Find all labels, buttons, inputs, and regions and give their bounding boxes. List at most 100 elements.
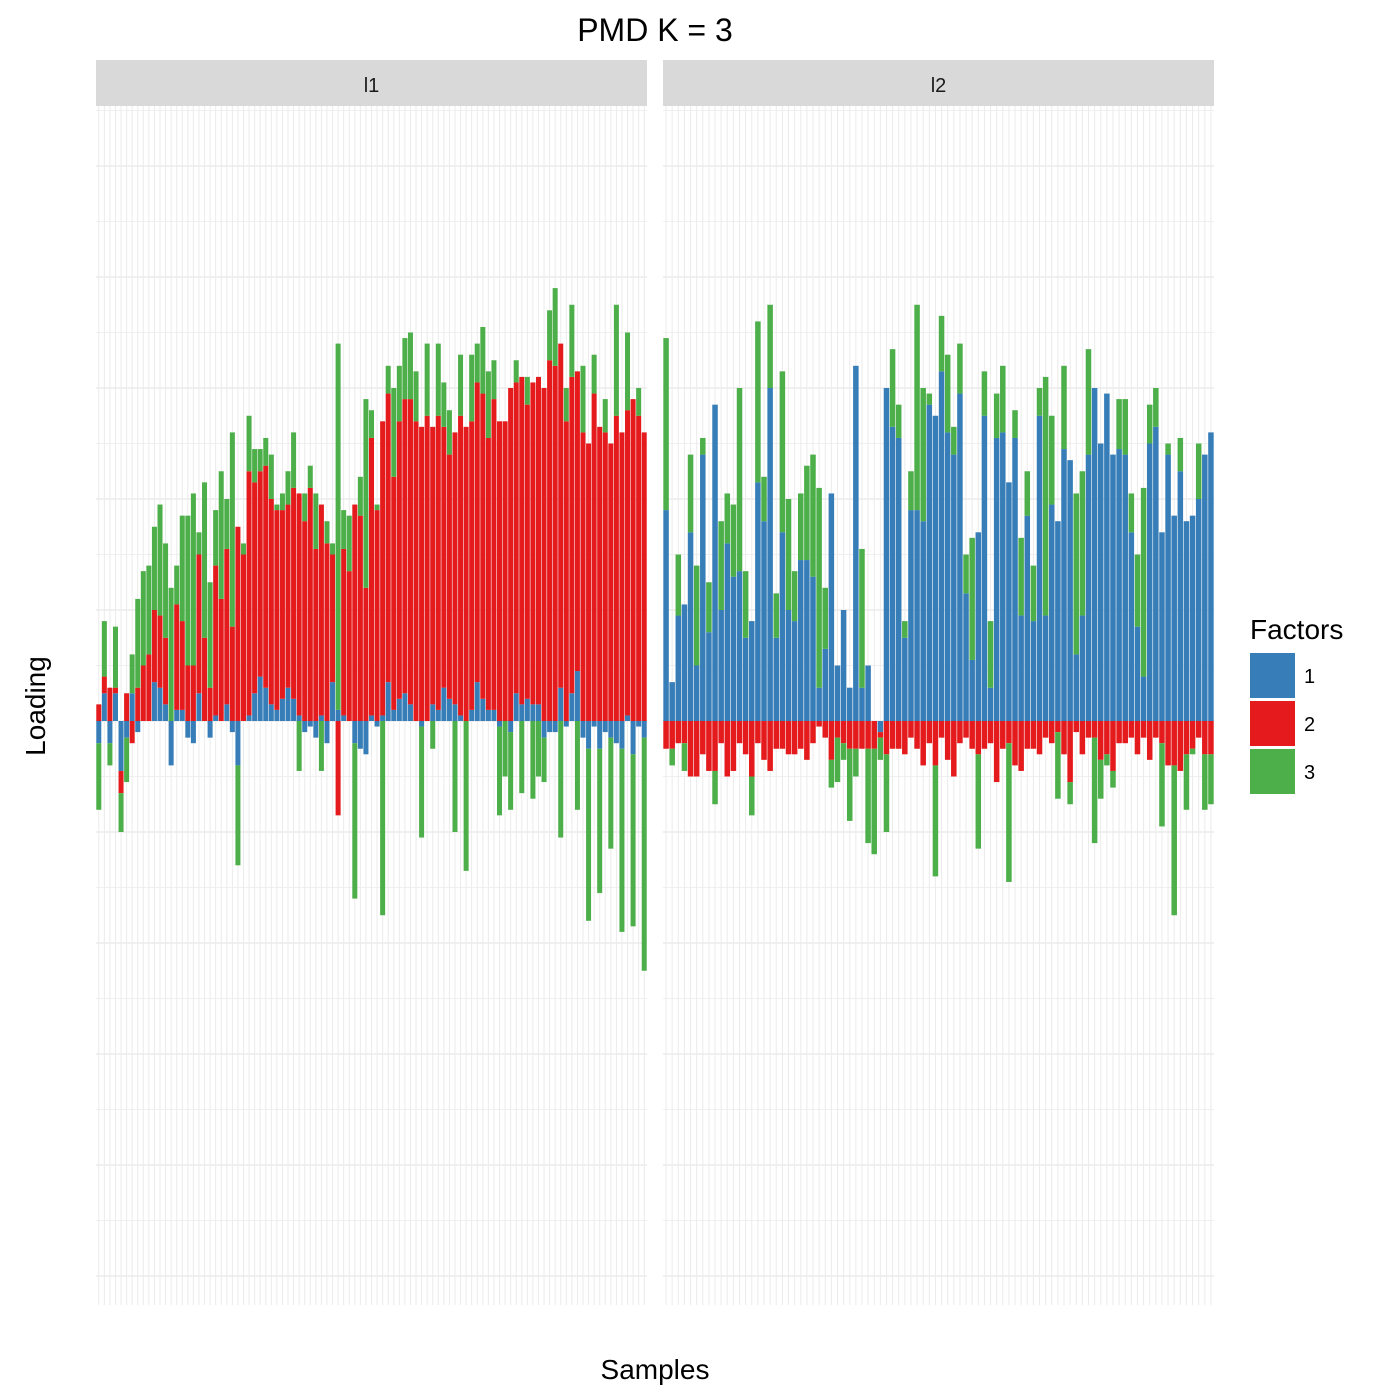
bar-l2-sample-25-factor-1 — [810, 576, 816, 721]
bar-l1-sample-88-factor-2 — [580, 432, 586, 721]
bar-l2-sample-30-factor-3 — [840, 743, 847, 760]
bar-l1-sample-95-factor-2 — [619, 432, 625, 721]
bar-l2-sample-78-factor-2 — [1134, 721, 1141, 755]
bar-l1-sample-26-factor-2 — [235, 526, 241, 721]
bar-l2-sample-29-factor-1 — [834, 665, 841, 721]
bar-l1-sample-89-factor-1 — [586, 721, 592, 749]
bar-l2-sample-79-factor-1 — [1140, 676, 1147, 721]
bar-l2-sample-59-factor-3 — [1018, 537, 1024, 616]
bar-l2-sample-24-factor-2 — [804, 721, 810, 760]
bar-l1-sample-42-factor-1 — [324, 721, 330, 744]
bar-l1-sample-82-factor-3 — [547, 310, 553, 361]
bar-l2-sample-37-factor-1 — [883, 388, 890, 721]
bar-l1-sample-76-factor-1 — [513, 693, 519, 721]
bar-l2-sample-89-factor-2 — [1202, 721, 1208, 755]
bar-l1-sample-39-factor-1 — [307, 721, 313, 727]
bar-l2-sample-88-factor-1 — [1195, 499, 1202, 721]
bar-l1-sample-73-factor-1 — [497, 721, 503, 727]
bar-l1-sample-29-factor-2 — [252, 482, 258, 694]
bar-l2-sample-85-factor-3 — [1177, 437, 1184, 472]
bar-l1-sample-28-factor-3 — [246, 415, 252, 472]
bar-l2-sample-10-factor-2 — [718, 721, 724, 744]
bar-l1-sample-24-factor-1 — [224, 704, 230, 721]
bar-l2-sample-7-factor-2 — [700, 721, 706, 755]
bar-l1-sample-38-factor-1 — [302, 721, 308, 733]
bar-l1-sample-21-factor-3 — [207, 582, 213, 688]
bar-l2-sample-60-factor-2 — [1024, 721, 1031, 749]
bar-l1-sample-52-factor-1 — [380, 715, 386, 721]
x-axis-title: Samples — [601, 1354, 710, 1385]
bar-l2-sample-28-factor-3 — [828, 759, 835, 788]
bar-l2-sample-81-factor-3 — [1153, 388, 1159, 427]
bar-l1-sample-57-factor-1 — [407, 704, 413, 721]
bar-l1-sample-42-factor-3 — [324, 521, 330, 544]
panel-l1: l1 — [96, 60, 647, 1305]
bar-l1-sample-28-factor-2 — [246, 471, 252, 716]
bar-l2-sample-64-factor-1 — [1049, 504, 1055, 721]
bar-l2-sample-43-factor-3 — [920, 388, 926, 522]
bar-l1-sample-8-factor-2 — [135, 687, 141, 721]
bar-l1-sample-31-factor-2 — [263, 465, 269, 688]
bar-l2-sample-63-factor-1 — [1042, 615, 1049, 721]
bar-l2-sample-12-factor-2 — [730, 721, 737, 771]
bar-l1-sample-45-factor-2 — [341, 548, 347, 716]
bar-l2-sample-67-factor-3 — [1067, 782, 1073, 805]
bar-l1-sample-69-factor-2 — [474, 382, 480, 683]
bar-l1-sample-1-factor-3 — [96, 743, 102, 810]
bar-l2-sample-88-factor-3 — [1195, 443, 1202, 499]
bar-l2-sample-73-factor-3 — [1104, 754, 1110, 766]
bar-l1-sample-59-factor-1 — [419, 721, 425, 727]
bar-l2-sample-40-factor-2 — [902, 721, 908, 755]
bar-l1-sample-70-factor-1 — [480, 698, 486, 721]
bar-l2-sample-70-factor-1 — [1085, 454, 1092, 721]
bar-l2-sample-13-factor-1 — [736, 571, 743, 721]
bar-l1-sample-98-factor-3 — [636, 388, 642, 416]
bar-l2-sample-8-factor-2 — [706, 721, 712, 771]
bar-l1-sample-64-factor-1 — [446, 698, 452, 721]
bar-l2-sample-17-factor-3 — [761, 476, 767, 522]
bar-l2-sample-11-factor-3 — [724, 493, 731, 544]
bar-l2-sample-31-factor-3 — [846, 748, 853, 821]
bar-l1-sample-79-factor-1 — [530, 704, 536, 721]
bar-l2-sample-36-factor-2 — [877, 732, 884, 738]
bar-l2-sample-39-factor-3 — [895, 404, 902, 438]
bar-l1-sample-13-factor-1 — [163, 704, 169, 721]
bar-l1-sample-20-factor-3 — [202, 482, 208, 638]
bar-l2-sample-82-factor-3 — [1159, 743, 1165, 827]
bar-l1-sample-23-factor-2 — [218, 598, 224, 721]
bar-l1-sample-23-factor-3 — [218, 471, 224, 599]
bar-l1-sample-31-factor-3 — [263, 437, 269, 466]
bar-l1-sample-36-factor-2 — [291, 487, 297, 699]
bar-l1-sample-47-factor-2 — [352, 504, 358, 721]
bar-l1-sample-80-factor-1 — [535, 704, 541, 721]
bar-l1-sample-55-factor-1 — [396, 698, 402, 721]
bar-l2-sample-43-factor-1 — [920, 521, 926, 721]
legend-key-1 — [1250, 653, 1295, 698]
bar-l2-sample-21-factor-1 — [785, 610, 792, 721]
bar-l2-sample-41-factor-2 — [908, 721, 914, 738]
bar-l1-sample-51-factor-2 — [374, 510, 380, 721]
bar-l2-sample-70-factor-2 — [1085, 721, 1092, 738]
bar-l2-sample-27-factor-1 — [822, 648, 828, 721]
bar-l2-sample-69-factor-3 — [1079, 471, 1086, 616]
bar-l1-sample-41-factor-2 — [318, 504, 324, 716]
bar-l1-sample-18-factor-2 — [190, 665, 196, 721]
bar-l2-sample-37-factor-2 — [883, 721, 890, 755]
bar-l2-sample-11-factor-2 — [724, 721, 731, 777]
bar-l2-sample-20-factor-3 — [779, 371, 786, 533]
bar-l1-sample-24-factor-3 — [224, 499, 230, 549]
bar-l1-sample-61-factor-2 — [430, 426, 436, 705]
bar-l2-sample-77-factor-1 — [1128, 532, 1135, 721]
bar-l2-sample-58-factor-2 — [1012, 721, 1018, 766]
bar-l1-sample-26-factor-1 — [235, 721, 241, 766]
bar-l2-sample-66-factor-2 — [1061, 721, 1067, 755]
bar-l1-sample-45-factor-1 — [341, 715, 347, 721]
bar-l1-sample-4-factor-1 — [112, 693, 118, 721]
bar-l2-sample-53-factor-3 — [981, 371, 988, 416]
bar-l1-sample-57-factor-3 — [407, 332, 413, 400]
bar-l2-sample-15-factor-3 — [749, 776, 755, 816]
bar-l1-sample-75-factor-2 — [508, 388, 514, 721]
bar-l2-sample-14-factor-1 — [742, 637, 749, 721]
bar-l1-sample-47-factor-3 — [352, 743, 358, 899]
